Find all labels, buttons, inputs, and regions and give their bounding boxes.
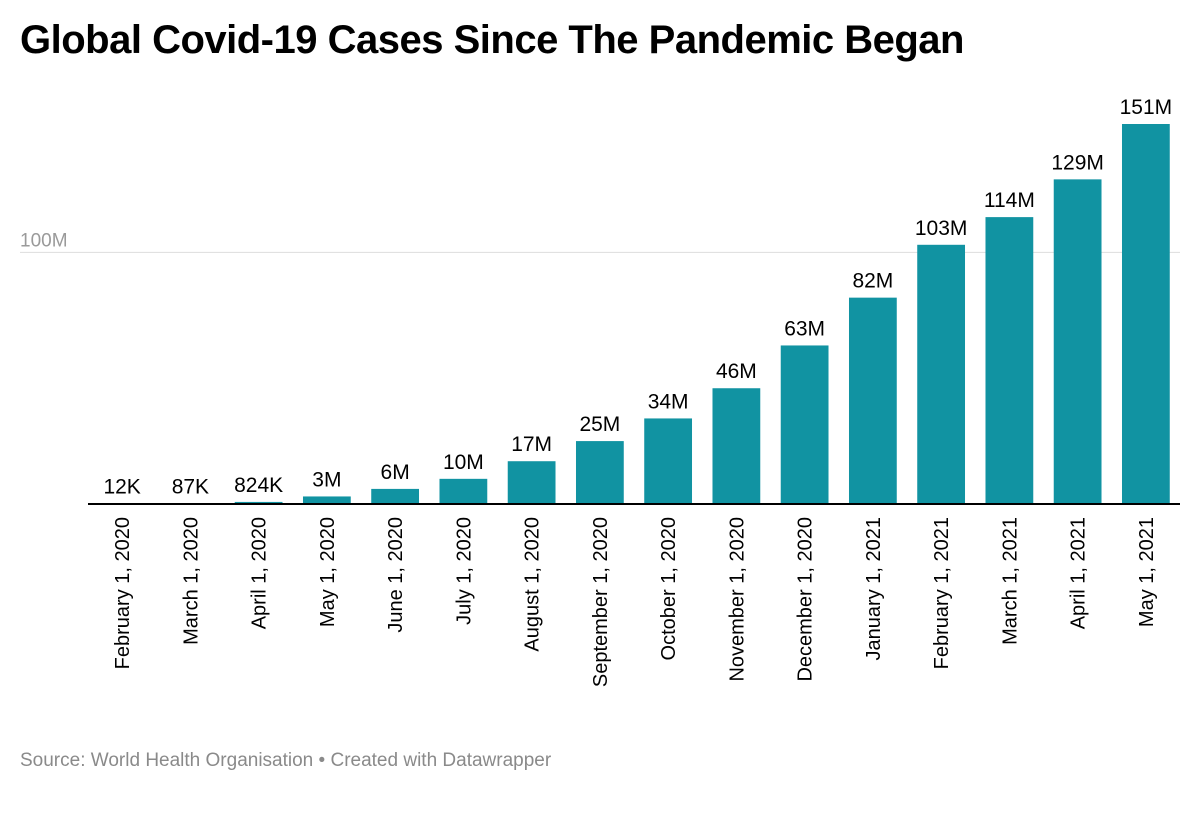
bar: [848, 297, 897, 504]
x-tick-label: February 1, 2021: [931, 517, 953, 669]
bar-chart: 100M 12K February 1, 2020 87K March 1, 2020 8…: [20, 96, 1180, 687]
data-label: 12K: [103, 475, 140, 498]
source-name: World Health Organisation: [90, 750, 314, 771]
footer-separator: •: [318, 750, 326, 771]
x-tick-label: June 1, 2020: [385, 517, 407, 633]
data-label: 82M: [852, 270, 893, 293]
bar: [780, 345, 829, 504]
source-footer: Source: World Health Organisation • Crea…: [20, 750, 551, 772]
data-label: 87K: [172, 475, 209, 498]
x-tick-label: November 1, 2020: [726, 517, 748, 682]
x-tick-label: April 1, 2021: [1068, 517, 1090, 629]
y-tick-label: 100M: [20, 230, 68, 251]
bar: [371, 488, 420, 504]
bar: [644, 418, 693, 504]
x-tick-label: December 1, 2020: [795, 517, 817, 682]
x-tick-label: March 1, 2021: [999, 517, 1021, 645]
bar: [1053, 179, 1102, 504]
data-label: 34M: [648, 390, 689, 413]
data-label: 25M: [579, 413, 620, 436]
x-tick-label: May 1, 2021: [1136, 517, 1158, 627]
x-tick-label: October 1, 2020: [658, 517, 680, 660]
source-label: Source:: [20, 750, 86, 771]
data-label: 824K: [234, 474, 283, 497]
data-label: 3M: [312, 468, 341, 491]
x-tick-label: April 1, 2020: [249, 517, 271, 629]
x-tick-label: February 1, 2020: [112, 517, 134, 669]
x-tick-label: July 1, 2020: [453, 517, 475, 625]
bar: [712, 388, 761, 504]
bar: [302, 496, 351, 504]
bar: [917, 244, 966, 504]
data-label: 151M: [1120, 96, 1173, 119]
x-tick-label: September 1, 2020: [590, 517, 612, 687]
x-tick-label: May 1, 2020: [317, 517, 339, 627]
data-label: 46M: [716, 360, 757, 383]
x-tick-label: March 1, 2020: [180, 517, 202, 645]
data-label: 129M: [1051, 151, 1104, 174]
data-label: 103M: [915, 217, 968, 240]
bar: [985, 217, 1034, 504]
bar: [575, 441, 624, 504]
x-tick-label: August 1, 2020: [522, 517, 544, 652]
bar: [507, 461, 556, 504]
bar: [234, 501, 283, 504]
chart-title: Global Covid-19 Cases Since The Pandemic…: [20, 18, 964, 62]
data-label: 114M: [984, 189, 1035, 212]
bar: [439, 478, 488, 504]
x-tick-label: January 1, 2021: [863, 517, 885, 660]
data-label: 17M: [511, 433, 552, 456]
credit-text: Created with Datawrapper: [330, 750, 552, 771]
data-label: 63M: [784, 317, 825, 340]
data-label: 10M: [443, 451, 484, 474]
bar: [1121, 124, 1170, 504]
data-label: 6M: [381, 461, 410, 484]
